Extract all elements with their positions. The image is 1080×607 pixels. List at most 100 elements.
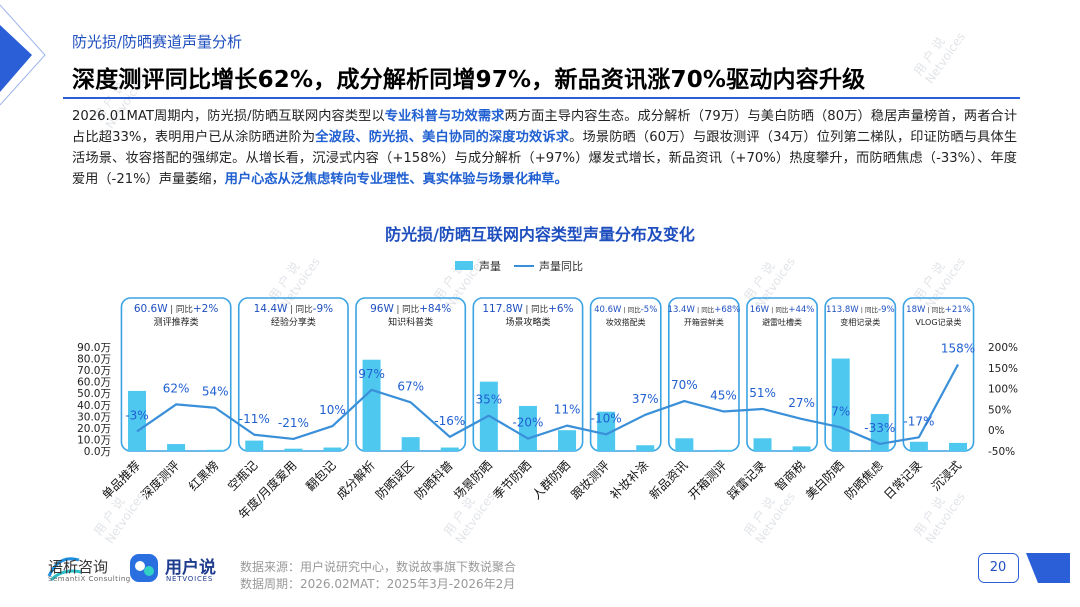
y-left-tick-label: 80.0万	[77, 354, 111, 366]
y-left-tick-label: 30.0万	[77, 411, 111, 423]
section-label: 防光损/防晒赛道声量分析	[72, 33, 243, 51]
yoy-data-label: 158%	[941, 341, 975, 355]
semantix-logo-icon	[47, 557, 82, 582]
summary-highlight-1: 专业科普与功效需求	[384, 109, 505, 124]
logo1-name: 语析咨询	[48, 558, 109, 576]
group-stat-prefix: | 同比	[695, 305, 715, 314]
y-left-tick-label: 40.0万	[77, 400, 111, 412]
yoy-data-label: -21%	[278, 416, 309, 430]
group-stat-label: 40.6W | 同比-5%	[594, 305, 657, 315]
x-category-label: 日常记录	[881, 458, 925, 502]
group-stat-prefix: | 同比	[769, 305, 789, 314]
yoy-data-label: 37%	[632, 392, 659, 406]
x-category-label: 防晒科普	[411, 458, 456, 503]
x-category-label: 智商税	[772, 458, 808, 494]
summary-text-1: 2026.01MAT周期内，防光损/防晒互联网内容类型以	[72, 109, 385, 124]
yoy-data-label: -17%	[903, 414, 934, 428]
legend-bar-label: 声量	[479, 259, 501, 273]
yoy-data-label: 54%	[202, 385, 229, 399]
yoy-data-label: -11%	[239, 412, 270, 426]
group-name-label: 开箱尝鲜类	[684, 317, 724, 327]
legend-bar-swatch	[455, 261, 473, 270]
source-line-1: 数据来源：用户说研究中心，数说故事旗下数说聚合	[240, 560, 517, 574]
group-stat-value: 13.4W	[668, 305, 696, 315]
yoy-data-label: 97%	[358, 367, 385, 381]
group-name-label: VLOG记录类	[915, 317, 961, 327]
group-stat-change: +21%	[945, 305, 971, 315]
group-stat-label: 14.4W | 同比-9%	[254, 303, 334, 315]
x-category-label: 跟妆测评	[568, 458, 612, 502]
group-stat-label: 113.8W | 同比-9%	[826, 305, 895, 315]
volume-bar	[362, 359, 381, 451]
y-right-tick-label: 100%	[988, 384, 1018, 396]
volume-bar	[636, 445, 655, 451]
page-number: 20	[989, 560, 1007, 575]
yoy-data-label: 35%	[476, 393, 503, 407]
x-category-label: 防晒焦虑	[841, 458, 886, 503]
corner-decoration	[0, 4, 46, 106]
group-stat-prefix: | 同比	[168, 304, 193, 315]
x-category-label: 沉浸式	[929, 458, 964, 493]
volume-bar	[518, 405, 537, 451]
yoy-data-label: -3%	[125, 408, 148, 422]
y-left-tick-label: 10.0万	[77, 434, 111, 446]
yoy-data-label: -16%	[434, 414, 465, 428]
category-group-box	[902, 297, 975, 452]
group-name-label: 场景攻略类	[505, 316, 550, 328]
group-stat-change: +84%	[419, 303, 451, 315]
volume-bar	[675, 438, 694, 451]
page-title: 深度测评同比增长62%，成分解析同增97%，新品资讯涨70%驱动内容升级	[72, 67, 866, 93]
volume-bar	[440, 447, 459, 451]
x-category-label: 防晒误区	[372, 458, 417, 503]
group-name-label: 经验分享类	[271, 316, 316, 328]
group-stat-value: 117.8W	[482, 303, 523, 315]
volume-bar	[753, 438, 772, 451]
yoy-data-label: 7%	[831, 404, 850, 418]
group-name-label: 避雷吐槽类	[762, 317, 802, 327]
y-left-tick-label: 20.0万	[77, 423, 111, 435]
y-left-tick-label: 60.0万	[77, 377, 111, 389]
logo2-subtitle: NETVOICES	[166, 575, 214, 583]
group-stat-change: +44%	[788, 305, 814, 315]
yoy-line	[136, 363, 959, 446]
group-name-label: 变相记录类	[840, 317, 880, 327]
volume-bar	[401, 437, 420, 451]
group-stat-change: +68%	[714, 305, 740, 315]
volume-bar	[714, 449, 733, 451]
volume-bar	[909, 441, 928, 451]
group-stat-prefix: | 同比	[621, 305, 641, 314]
y-right-tick-label: 150%	[988, 363, 1018, 375]
group-name-label: 测评推荐类	[154, 316, 199, 328]
group-stat-change: +2%	[193, 303, 218, 315]
logo2-name: 用户说	[165, 558, 216, 578]
volume-bar	[245, 440, 264, 451]
group-stat-value: 60.6W	[134, 303, 168, 315]
group-stat-label: 18W | 同比+21%	[906, 305, 971, 315]
yoy-data-label: 45%	[710, 388, 737, 402]
group-stat-value: 96W	[370, 303, 394, 315]
group-stat-value: 14.4W	[254, 303, 288, 315]
x-category-label: 新品资讯	[646, 458, 691, 503]
yoy-data-label: -20%	[512, 416, 543, 430]
yoy-data-label: 51%	[749, 386, 776, 400]
volume-bar	[792, 446, 811, 451]
x-category-label: 场景防晒	[450, 458, 495, 503]
summary-highlight-3: 用户心态从泛焦虑转向专业理性、真实体验与场景化种草。	[224, 172, 568, 187]
group-stat-prefix: | 同比	[394, 304, 419, 315]
category-group-box	[824, 297, 897, 452]
group-stat-prefix: | 同比	[859, 305, 879, 314]
yoy-data-label: 11%	[554, 403, 581, 417]
y-left-tick-label: 90.0万	[77, 342, 111, 354]
volume-bar	[831, 358, 850, 451]
y-right-tick-label: 0%	[988, 425, 1005, 437]
x-category-label: 踩雷记录	[725, 458, 769, 502]
x-category-label: 深度测评	[138, 458, 183, 503]
y-right-tick-label: 200%	[988, 342, 1018, 354]
volume-bar	[128, 390, 146, 451]
group-stat-value: 40.6W	[594, 305, 622, 315]
x-category-label: 开箱测评	[685, 458, 730, 503]
group-stat-change: +6%	[548, 303, 573, 315]
yoy-data-label: 70%	[671, 378, 698, 392]
group-stat-change: -9%	[878, 305, 895, 315]
yoy-data-label: 10%	[319, 403, 346, 417]
